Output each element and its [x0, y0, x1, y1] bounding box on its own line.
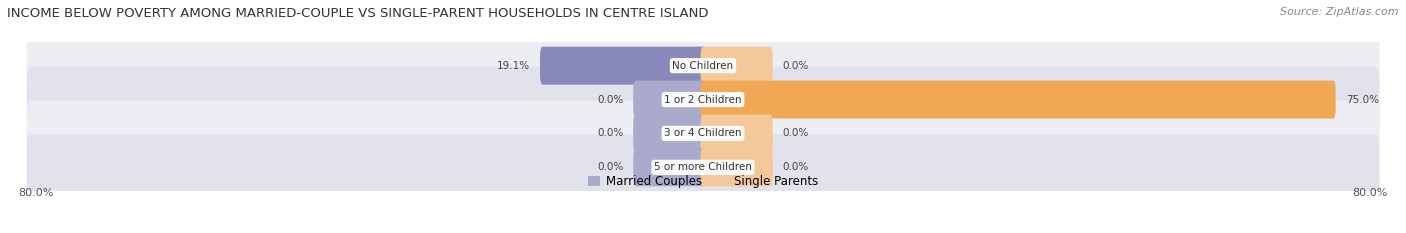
Text: 0.0%: 0.0%	[783, 162, 808, 172]
Text: 5 or more Children: 5 or more Children	[654, 162, 752, 172]
Text: 80.0%: 80.0%	[18, 188, 53, 198]
FancyBboxPatch shape	[700, 114, 773, 152]
Text: 0.0%: 0.0%	[598, 95, 623, 105]
Text: 1 or 2 Children: 1 or 2 Children	[664, 95, 742, 105]
FancyBboxPatch shape	[27, 67, 1379, 132]
FancyBboxPatch shape	[30, 32, 1379, 99]
Text: 80.0%: 80.0%	[1353, 188, 1388, 198]
FancyBboxPatch shape	[633, 81, 706, 119]
FancyBboxPatch shape	[633, 148, 706, 186]
FancyBboxPatch shape	[700, 81, 1336, 119]
FancyBboxPatch shape	[30, 100, 1379, 167]
Text: 19.1%: 19.1%	[496, 61, 530, 71]
Text: 0.0%: 0.0%	[783, 61, 808, 71]
FancyBboxPatch shape	[30, 134, 1379, 201]
Text: 0.0%: 0.0%	[783, 128, 808, 138]
FancyBboxPatch shape	[700, 148, 773, 186]
Text: INCOME BELOW POVERTY AMONG MARRIED-COUPLE VS SINGLE-PARENT HOUSEHOLDS IN CENTRE : INCOME BELOW POVERTY AMONG MARRIED-COUPL…	[7, 7, 709, 20]
Legend: Married Couples, Single Parents: Married Couples, Single Parents	[583, 170, 823, 193]
FancyBboxPatch shape	[27, 101, 1379, 166]
Text: 0.0%: 0.0%	[598, 162, 623, 172]
Text: No Children: No Children	[672, 61, 734, 71]
FancyBboxPatch shape	[700, 47, 773, 85]
FancyBboxPatch shape	[27, 134, 1379, 200]
Text: 75.0%: 75.0%	[1346, 95, 1379, 105]
Text: 0.0%: 0.0%	[598, 128, 623, 138]
FancyBboxPatch shape	[30, 66, 1379, 133]
Text: 3 or 4 Children: 3 or 4 Children	[664, 128, 742, 138]
Text: Source: ZipAtlas.com: Source: ZipAtlas.com	[1281, 7, 1399, 17]
FancyBboxPatch shape	[540, 47, 706, 85]
FancyBboxPatch shape	[633, 114, 706, 152]
FancyBboxPatch shape	[27, 33, 1379, 99]
